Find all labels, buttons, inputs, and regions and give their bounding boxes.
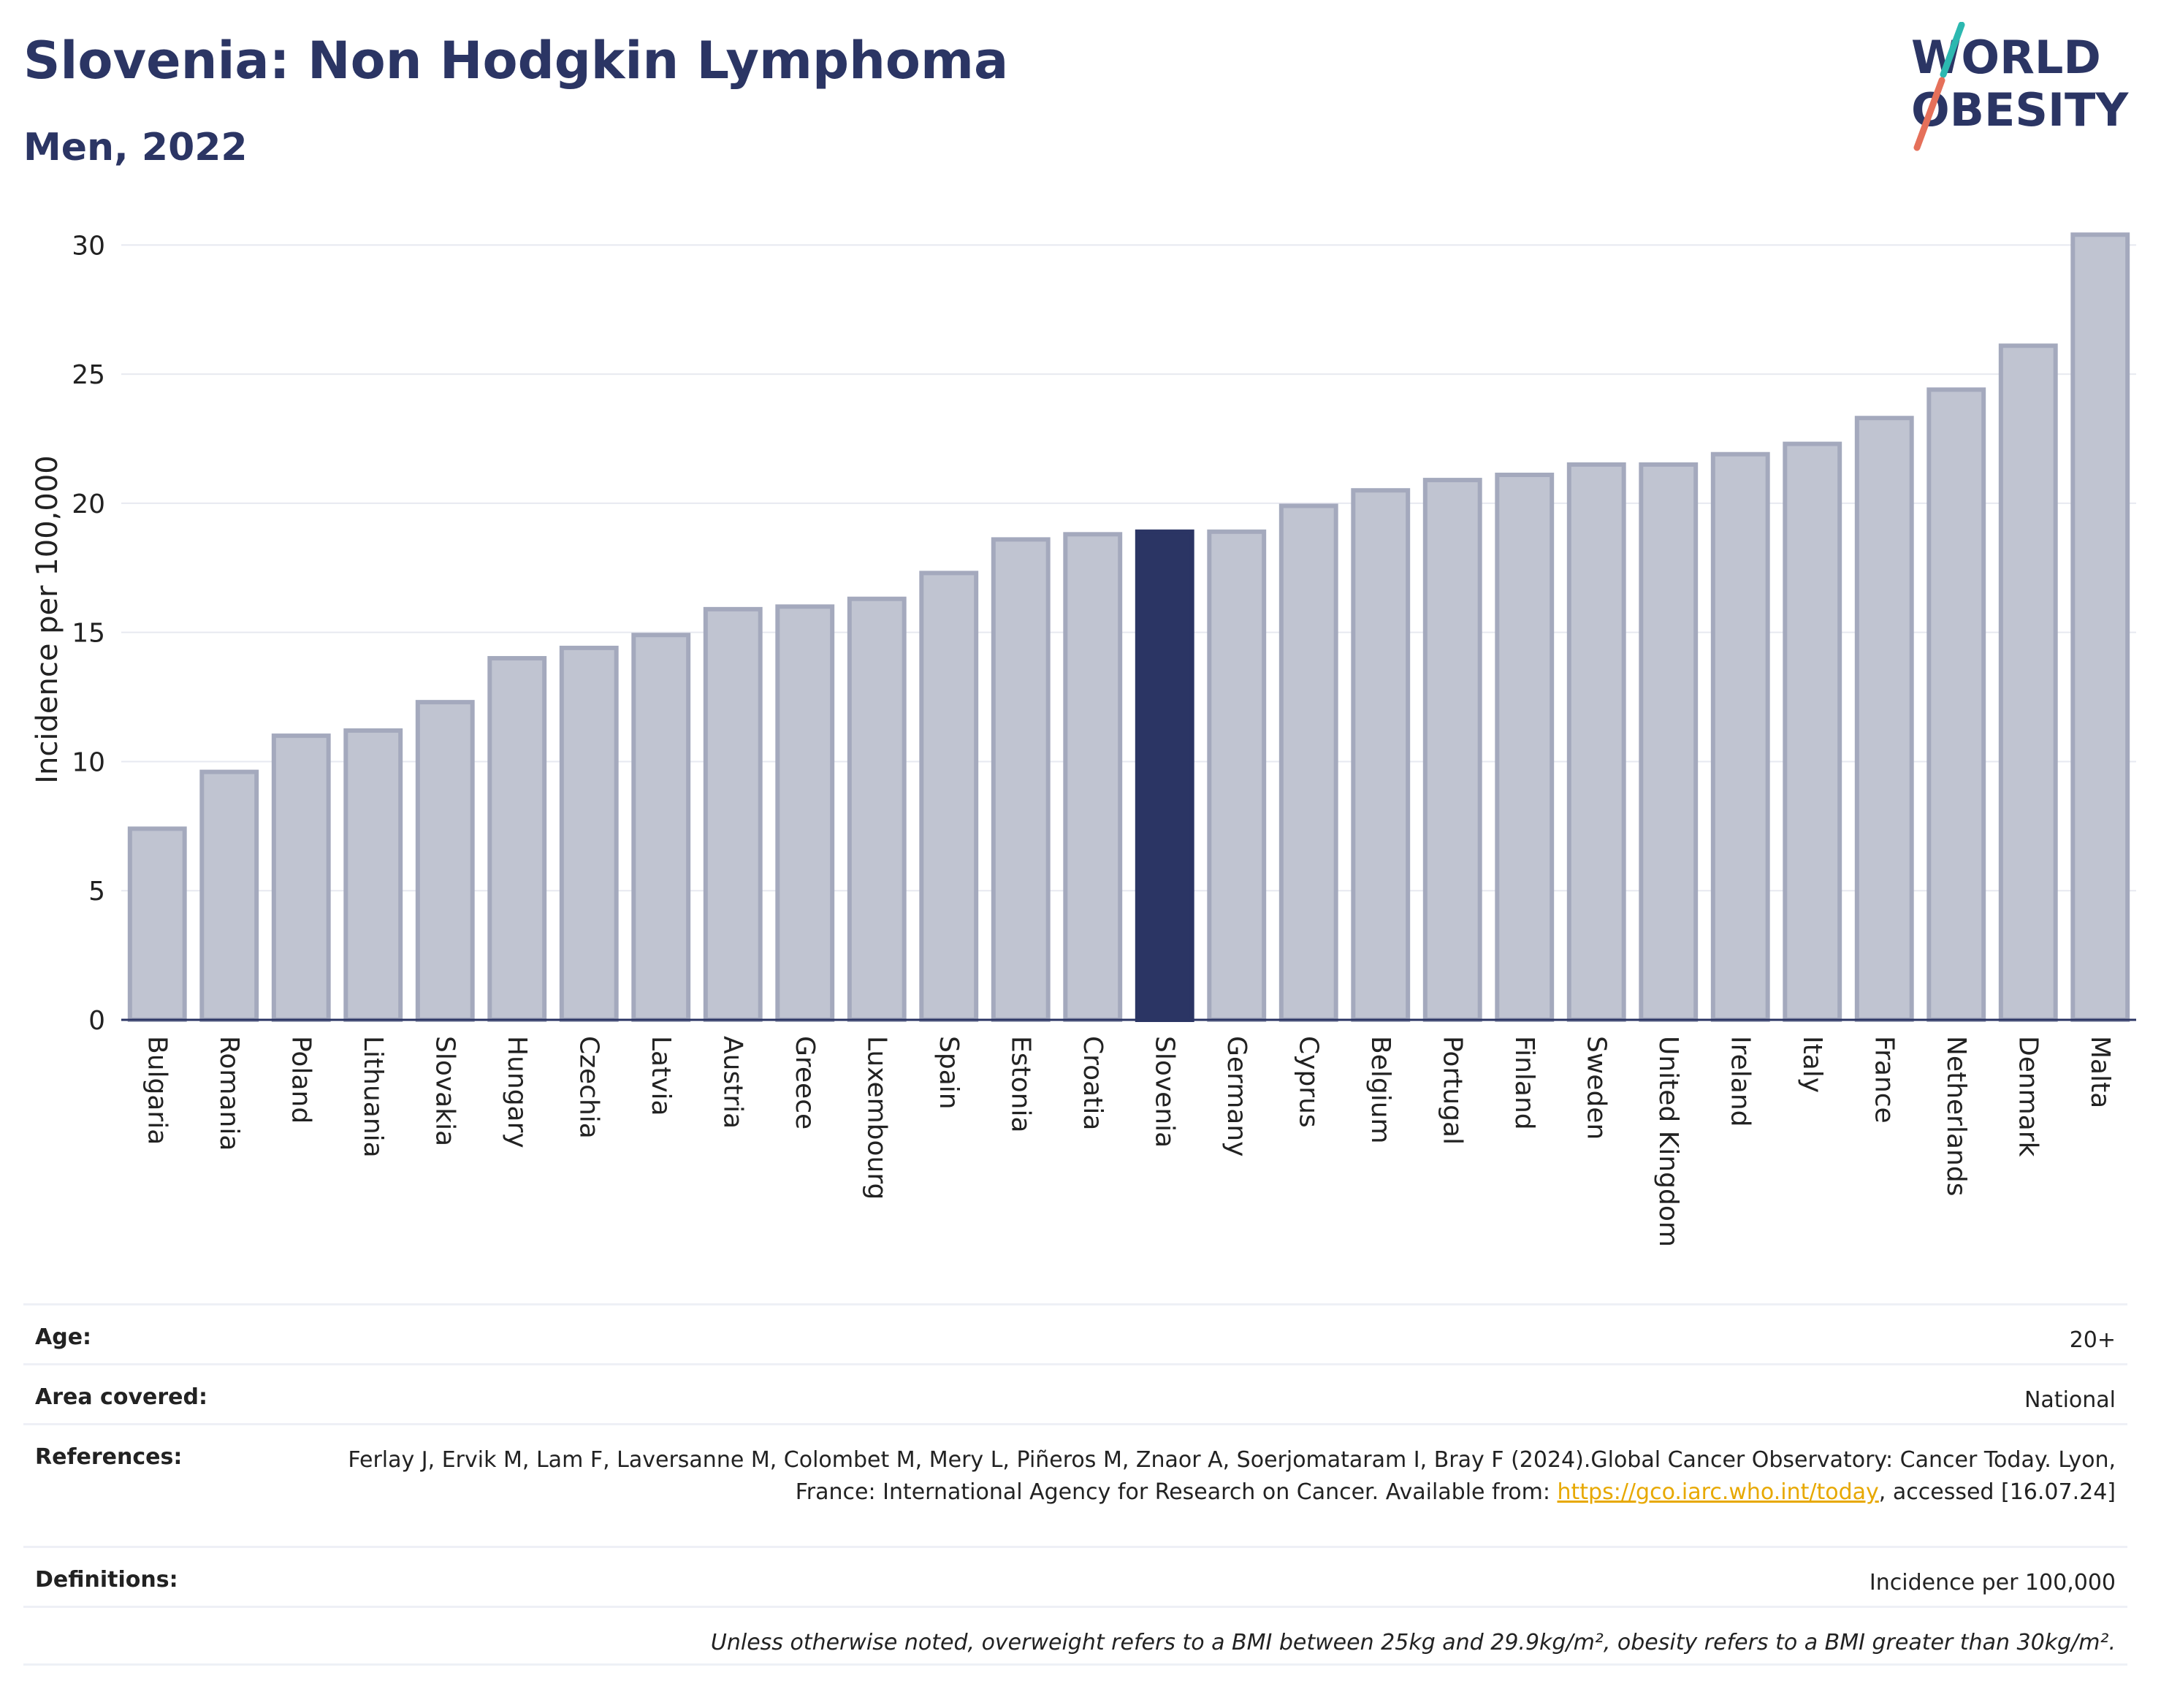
bar-germany — [1207, 529, 1267, 1023]
bar-slovenia — [1135, 529, 1194, 1023]
references-link[interactable]: https://gco.iarc.who.int/today — [1557, 1479, 1879, 1505]
bar-latvia — [631, 633, 691, 1022]
logo-text-world: WORLD — [1911, 31, 2101, 84]
x-tick-label: France — [1869, 1036, 1899, 1124]
bar-poland — [271, 733, 331, 1023]
x-tick-label: Belgium — [1365, 1036, 1395, 1144]
x-tick-label: Cyprus — [1293, 1036, 1323, 1128]
x-tick-label: Slovenia — [1149, 1036, 1179, 1148]
x-tick-label: Hungary — [502, 1036, 532, 1148]
bar-chart: 0 5 10 15 20 25 30 Incidence per 100,000 Bulgari… — [31, 231, 2136, 1247]
x-tick-label: Spain — [934, 1036, 964, 1110]
bar-italy — [1783, 441, 1842, 1022]
bar-luxembourg — [847, 596, 907, 1022]
logo-slash-top — [1940, 22, 1965, 78]
bar-denmark — [1998, 343, 2058, 1022]
bar-sweden — [1566, 462, 1626, 1022]
bar-slovakia — [415, 700, 475, 1022]
age-value: 20+ — [2069, 1327, 2116, 1353]
x-tick-label: Greece — [790, 1036, 820, 1129]
bar-czechia — [559, 645, 619, 1022]
x-tick-label: Italy — [1797, 1036, 1827, 1093]
page-title: Slovenia: Non Hodgkin Lymphoma — [23, 31, 1009, 91]
bar-austria — [703, 606, 763, 1022]
references-label: References: — [35, 1444, 183, 1470]
x-tick-label: Malta — [2085, 1036, 2115, 1108]
area-label: Area covered: — [35, 1384, 207, 1410]
logo-slash-bottom — [1913, 77, 1945, 151]
info-row-note: Unless otherwise noted, overweight refer… — [23, 1606, 2127, 1666]
y-tick-label: 25 — [72, 360, 105, 390]
x-tick-label: Estonia — [1005, 1036, 1035, 1133]
y-tick-label: 20 — [72, 489, 105, 519]
bar-bulgaria — [127, 826, 187, 1022]
x-tick-label: Latvia — [646, 1036, 676, 1116]
x-tick-label: Czechia — [573, 1036, 603, 1139]
bar-lithuania — [343, 728, 403, 1022]
x-tick-label: Croatia — [1078, 1036, 1108, 1130]
info-table: Age: 20+ Area covered: National Referenc… — [23, 1303, 2127, 1666]
world-obesity-logo: WORLD OBESITY — [1911, 22, 2129, 151]
x-tick-label: Denmark — [2013, 1036, 2043, 1157]
logo-text-obesity: OBESITY — [1911, 83, 2129, 137]
bar-cyprus — [1278, 503, 1338, 1022]
x-tick-label: Netherlands — [1941, 1036, 1971, 1196]
bmi-note: Unless otherwise noted, overweight refer… — [710, 1630, 2116, 1655]
page-subtitle: Men, 2022 — [23, 126, 248, 169]
bar-hungary — [487, 656, 547, 1023]
bar-malta — [2070, 232, 2130, 1023]
x-tick-label: Portugal — [1437, 1036, 1467, 1145]
bar-romania — [199, 769, 259, 1023]
y-tick-label: 0 — [88, 1006, 105, 1036]
bar-finland — [1495, 473, 1555, 1023]
bar-spain — [919, 571, 979, 1022]
bar-greece — [775, 604, 835, 1022]
references-text-2: , accessed [16.07.24] — [1878, 1479, 2116, 1505]
bar-croatia — [1063, 532, 1123, 1022]
y-tick-label: 15 — [72, 619, 105, 649]
bar-belgium — [1351, 488, 1411, 1022]
x-tick-label: Luxembourg — [861, 1036, 891, 1200]
y-tick-label: 5 — [88, 877, 105, 907]
x-tick-label: Poland — [286, 1036, 316, 1124]
x-tick-label: United Kingdom — [1653, 1036, 1683, 1247]
x-tick-label: Romania — [214, 1036, 244, 1151]
definitions-value: Incidence per 100,000 — [1869, 1570, 2116, 1595]
bar-united-kingdom — [1639, 462, 1699, 1022]
x-tick-label: Ireland — [1725, 1036, 1755, 1127]
x-tick-label: Bulgaria — [142, 1036, 172, 1145]
x-tick-label: Finland — [1509, 1036, 1539, 1130]
x-tick-label: Austria — [717, 1036, 747, 1129]
references-text-1: Ferlay J, Ervik M, Lam F, Laversanne M, … — [348, 1447, 2116, 1505]
x-tick-label: Lithuania — [358, 1036, 388, 1158]
references-value: Ferlay J, Ervik M, Lam F, Laversanne M, … — [340, 1444, 2116, 1531]
bar-estonia — [991, 537, 1051, 1022]
x-tick-label: Sweden — [1581, 1036, 1611, 1140]
bar-netherlands — [1926, 387, 1986, 1023]
bar-portugal — [1422, 478, 1482, 1022]
x-tick-label: Germany — [1221, 1036, 1251, 1156]
bar-ireland — [1710, 451, 1770, 1023]
age-label: Age: — [35, 1324, 92, 1350]
info-row-age: Age: 20+ — [23, 1303, 2127, 1363]
y-tick-label: 10 — [72, 747, 105, 777]
x-tick-label: Slovakia — [430, 1036, 460, 1146]
bar-france — [1854, 416, 1914, 1023]
y-tick-label: 30 — [72, 231, 105, 261]
info-row-definitions: Definitions: Incidence per 100,000 — [23, 1546, 2127, 1606]
area-value: National — [2024, 1387, 2116, 1413]
y-axis-title: Incidence per 100,000 — [31, 455, 64, 784]
definitions-label: Definitions: — [35, 1567, 178, 1593]
info-row-references: References: Ferlay J, Ervik M, Lam F, La… — [23, 1423, 2127, 1546]
info-row-area: Area covered: National — [23, 1363, 2127, 1423]
